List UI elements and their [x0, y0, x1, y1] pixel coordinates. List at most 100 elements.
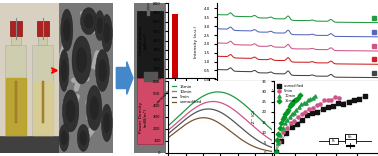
Y-axis label: Current output
(μA/cm²): Current output (μA/cm²) [139, 26, 147, 55]
Ellipse shape [81, 8, 97, 35]
Line: 15min: 15min [168, 92, 272, 130]
Ellipse shape [77, 48, 87, 72]
Bar [32, 45, 53, 135]
unmodified [270, 151, 274, 152]
unmodified [299, 119, 305, 121]
15min [291, 100, 297, 102]
unmodified [178, 127, 183, 129]
5min [288, 122, 294, 125]
X-axis label: Binding Energy (eV): Binding Energy (eV) [276, 98, 320, 102]
5min [302, 111, 308, 114]
5min [310, 106, 316, 109]
unmodified [201, 117, 206, 119]
unmodified [278, 140, 284, 143]
5min [325, 99, 331, 102]
Bar [137, 11, 163, 78]
Bar [137, 78, 163, 144]
Ellipse shape [96, 50, 109, 91]
Bar [147, 6, 149, 15]
unmodified [330, 104, 336, 107]
unmodified [304, 114, 310, 117]
5min [336, 96, 342, 99]
Bar [172, 14, 178, 78]
10min [200, 103, 204, 105]
5min [306, 107, 312, 110]
10min [302, 102, 308, 105]
Ellipse shape [59, 50, 69, 91]
Bar [37, 21, 49, 36]
Ellipse shape [90, 97, 98, 119]
10min [207, 101, 212, 103]
Bar [0, 3, 59, 135]
5min [328, 99, 334, 101]
unmodified [325, 106, 331, 109]
15min [166, 125, 170, 127]
15min [287, 105, 293, 108]
5min [276, 141, 282, 144]
10min [289, 113, 295, 115]
Ellipse shape [77, 124, 89, 151]
Line: 5min: 5min [168, 109, 272, 148]
unmodified [309, 112, 315, 114]
5min [280, 131, 287, 134]
Bar [11, 33, 20, 45]
Bar [33, 83, 53, 135]
Ellipse shape [85, 14, 93, 28]
Bar [5, 45, 26, 135]
Bar [10, 21, 22, 36]
5min [232, 121, 236, 122]
15min [274, 139, 280, 142]
15min [232, 96, 236, 98]
unmodified [166, 137, 170, 139]
10min [241, 117, 246, 119]
unmodified [232, 133, 236, 135]
15min [282, 113, 288, 115]
10min [273, 151, 279, 154]
15min [277, 127, 283, 129]
10min [275, 142, 281, 144]
Bar [15, 81, 17, 123]
Y-axis label: -Z'' (Ω): -Z'' (Ω) [252, 109, 256, 125]
unmodified [241, 140, 246, 142]
Ellipse shape [62, 60, 67, 81]
Legend: unmodified, 5min, 10min, 15min: unmodified, 5min, 10min, 15min [276, 83, 306, 105]
Bar [38, 33, 48, 45]
Ellipse shape [104, 114, 110, 132]
15min [215, 91, 220, 93]
Bar [0, 135, 59, 153]
Bar [42, 81, 44, 123]
unmodified [294, 122, 300, 125]
Ellipse shape [99, 60, 106, 81]
15min [270, 129, 274, 131]
15min [207, 92, 212, 94]
15min [278, 122, 284, 124]
15min [288, 103, 294, 105]
10min [166, 129, 170, 131]
5min [299, 112, 305, 115]
15min [284, 111, 290, 114]
10min [277, 134, 283, 136]
15min [241, 103, 246, 105]
5min [241, 129, 246, 131]
unmodified [273, 151, 279, 154]
15min [273, 151, 279, 153]
10min [280, 127, 286, 129]
10min [282, 122, 288, 124]
5min [295, 116, 301, 118]
Ellipse shape [80, 131, 86, 145]
Y-axis label: Power Density
(mW/m²): Power Density (mW/m²) [139, 101, 147, 133]
Ellipse shape [64, 20, 70, 41]
Ellipse shape [87, 85, 102, 130]
Ellipse shape [67, 100, 75, 121]
10min [242, 117, 246, 119]
5min [313, 104, 319, 107]
15min [297, 94, 303, 97]
5min [166, 133, 170, 135]
5min [208, 108, 212, 110]
15min [289, 102, 295, 105]
Ellipse shape [62, 90, 79, 132]
10min [284, 118, 290, 121]
unmodified [208, 118, 212, 119]
10min [312, 95, 318, 97]
10min [291, 111, 297, 114]
